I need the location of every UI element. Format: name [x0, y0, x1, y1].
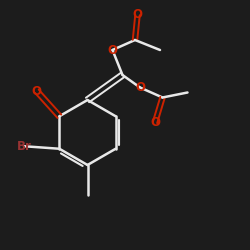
Text: O: O — [108, 44, 118, 57]
Text: Br: Br — [17, 140, 32, 153]
Text: O: O — [150, 116, 160, 129]
Text: O: O — [132, 8, 142, 22]
Text: O: O — [135, 81, 145, 94]
Text: O: O — [32, 85, 42, 98]
